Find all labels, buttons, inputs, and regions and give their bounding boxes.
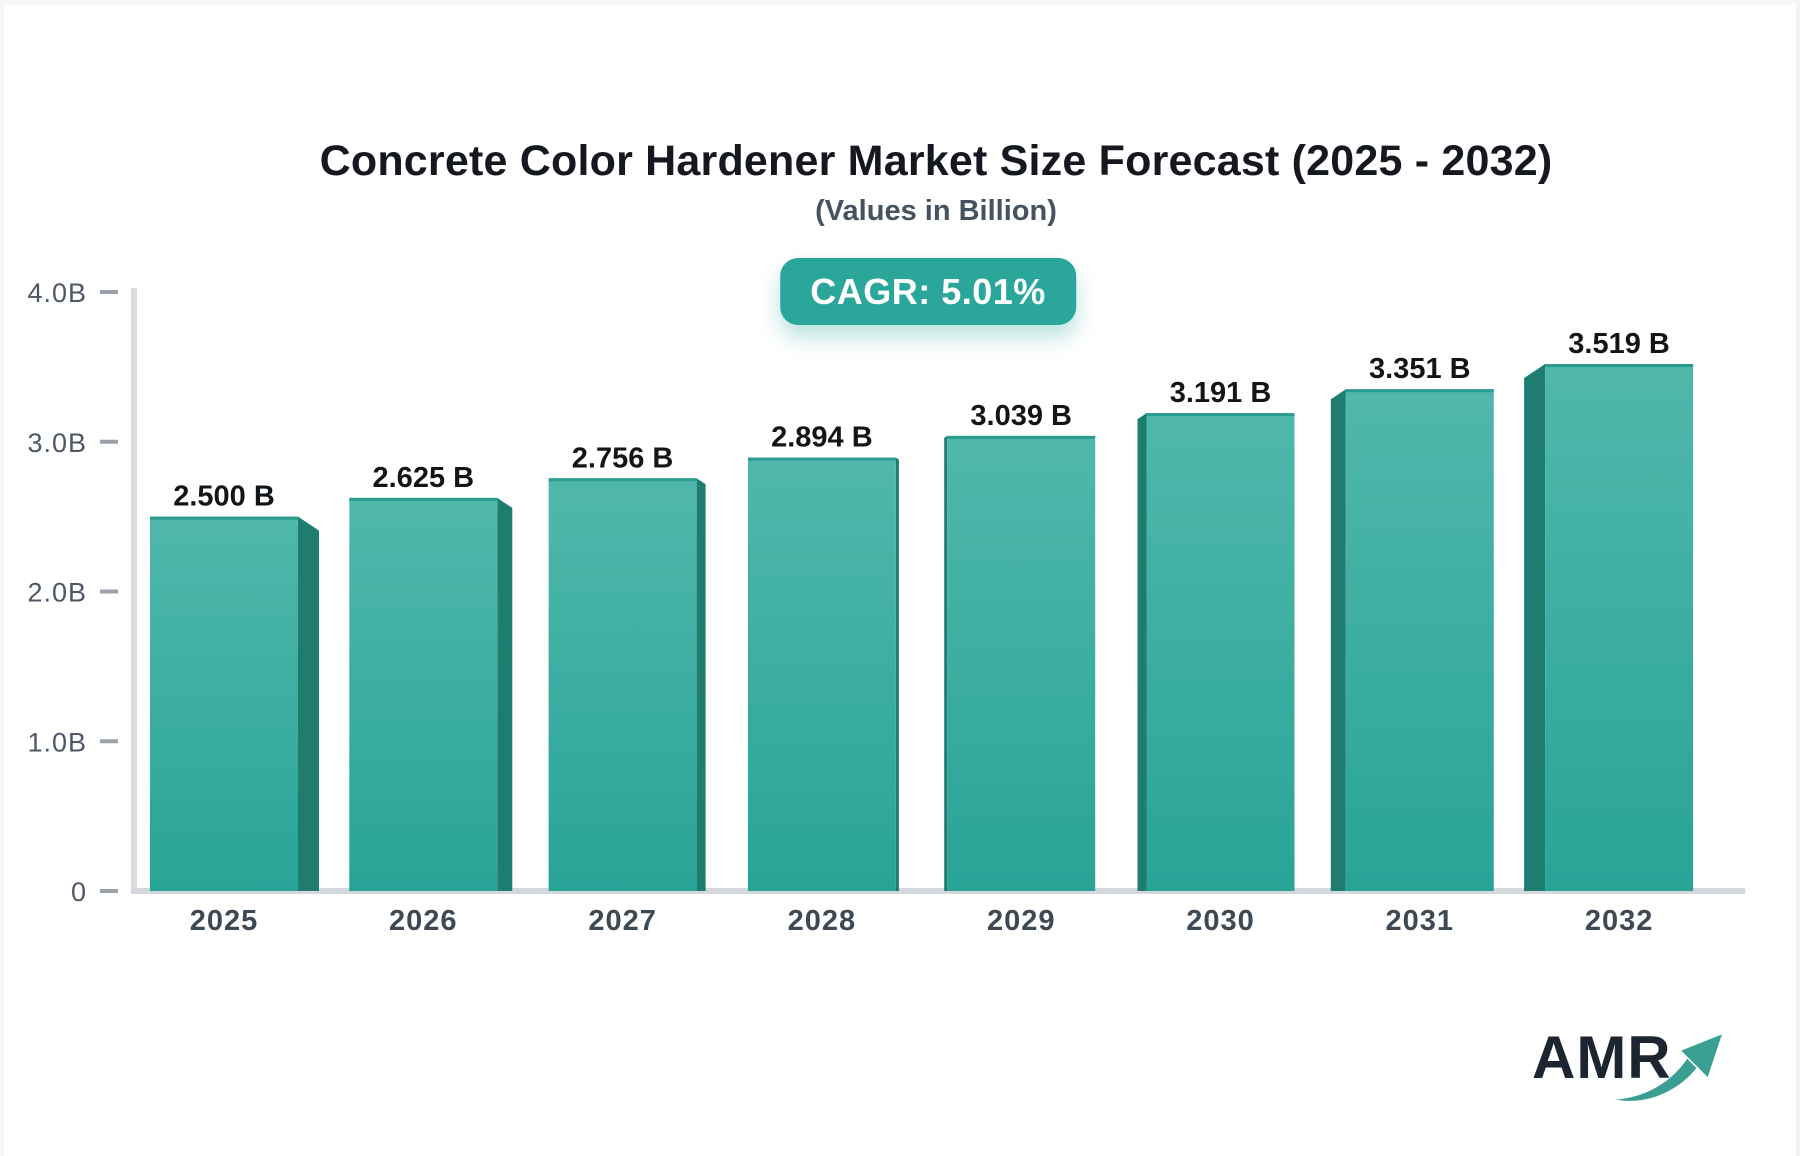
x-axis-label-2026: 2026 [389,905,458,937]
bar-side-2031 [1330,389,1346,891]
x-axis-label-2032: 2032 [1585,905,1654,937]
bar-value-label-2031: 3.351 B [1369,353,1471,385]
page-left-edge [0,0,4,1156]
page-right-edge [1796,0,1800,1156]
bar-2028 [747,457,896,891]
bar-value-label-2030: 3.191 B [1170,377,1272,409]
bar-side-2032 [1524,364,1546,891]
bar-2031 [1345,389,1494,891]
y-tick-label: 0 [71,877,87,907]
bar-2027 [548,478,697,891]
bar-2025 [150,516,298,891]
bar-2030 [1146,413,1295,891]
bar-side-2027 [696,478,706,891]
bar-2032 [1545,364,1694,891]
bar-value-label-2027: 2.756 B [572,442,674,474]
bar-value-label-2026: 2.625 B [373,462,475,494]
page-top-edge [0,0,1800,5]
bar-side-2026 [497,497,513,891]
bar-value-label-2032: 3.519 B [1568,328,1670,360]
x-axis-label-2028: 2028 [788,905,857,937]
bar-side-2025 [298,516,319,891]
bar-side-2028 [895,457,899,891]
x-axis-label-2031: 2031 [1386,905,1455,937]
chart-title: Concrete Color Hardener Market Size Fore… [319,136,1553,185]
growth-arrow-head [1681,1034,1722,1078]
bar-2029 [947,435,1096,891]
bar-side-2029 [944,435,948,891]
y-tick-label: 3.0B [27,428,87,458]
y-tick-label: 1.0B [27,727,87,757]
bar-value-label-2029: 3.039 B [970,400,1072,432]
bar-side-2030 [1137,413,1147,891]
amr-logo-text: AMR [1532,1024,1672,1091]
amr-logo: AMR [1532,1028,1732,1114]
growth-arrow-tail [1616,1058,1697,1101]
bar-value-label-2025: 2.500 B [173,481,275,513]
x-axis-label-2027: 2027 [588,905,657,937]
cagr-badge: CAGR: 5.01% [780,258,1076,325]
bar-value-label-2028: 2.894 B [771,422,873,454]
x-axis-label-2029: 2029 [987,905,1056,937]
y-tick-label: 2.0B [27,578,87,608]
bar-2026 [349,497,498,891]
x-axis-label-2030: 2030 [1186,905,1255,937]
chart-subtitle: (Values in Billion) [815,195,1057,228]
growth-arrow-icon [1616,1034,1722,1101]
cagr-badge-label: CAGR: 5.01% [810,271,1046,312]
x-axis-label-2025: 2025 [190,905,259,937]
y-tick-label: 4.0B [27,278,87,308]
